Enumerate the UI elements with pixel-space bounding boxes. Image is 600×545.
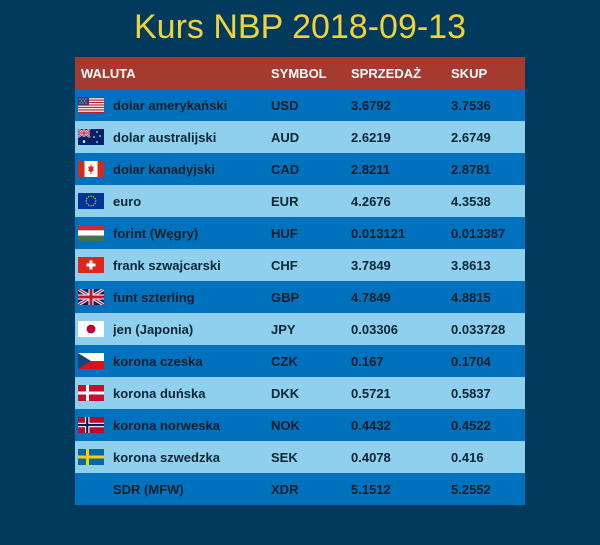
table-row: dolar australijski AUD 2.6219 2.6749 [75, 121, 526, 153]
jp-flag-icon [78, 321, 104, 337]
currency-name: forint (Węgry) [113, 217, 272, 249]
page-title: Kurs NBP 2018-09-13 [133, 8, 466, 46]
buy-rate: 0.4522 [451, 409, 526, 441]
flag-cell [75, 249, 113, 281]
table-row: korona szwedzka SEK 0.4078 0.416 [75, 441, 526, 473]
se-flag-icon [78, 449, 104, 465]
no-flag-icon [78, 417, 104, 433]
sell-rate: 3.6792 [351, 89, 452, 121]
currency-symbol: CAD [271, 153, 352, 185]
ch-flag-icon [78, 257, 104, 273]
currency-name: dolar kanadyjski [113, 153, 272, 185]
sell-rate: 0.5721 [351, 377, 452, 409]
flag-cell [75, 473, 113, 505]
flag-cell [75, 377, 113, 409]
cz-flag-icon [78, 353, 104, 369]
sell-rate: 0.167 [351, 345, 452, 377]
header-symbol: SYMBOL [271, 57, 352, 89]
table-row: frank szwajcarski CHF 3.7849 3.8613 [75, 249, 526, 281]
sell-rate: 0.03306 [351, 313, 452, 345]
flag-cell [75, 313, 113, 345]
flag-cell [75, 153, 113, 185]
us-flag-icon [78, 97, 104, 113]
buy-rate: 0.1704 [451, 345, 526, 377]
header-buy: SKUP [451, 57, 526, 89]
sell-rate: 2.8211 [351, 153, 452, 185]
flag-cell [75, 441, 113, 473]
table-header-row: WALUTA SYMBOL SPRZEDAŻ SKUP [75, 57, 526, 89]
sell-rate: 0.4432 [351, 409, 452, 441]
exchange-rate-table: WALUTA SYMBOL SPRZEDAŻ SKUP dolar ameryk… [75, 57, 526, 505]
currency-symbol: DKK [271, 377, 352, 409]
flag-cell [75, 345, 113, 377]
sell-rate: 5.1512 [351, 473, 452, 505]
header-currency: WALUTA [75, 57, 272, 89]
currency-name: euro [113, 185, 272, 217]
table-row: jen (Japonia) JPY 0.03306 0.033728 [75, 313, 526, 345]
currency-symbol: SEK [271, 441, 352, 473]
buy-rate: 0.013387 [451, 217, 526, 249]
currency-symbol: EUR [271, 185, 352, 217]
buy-rate: 4.8815 [451, 281, 526, 313]
table-row: euro EUR 4.2676 4.3538 [75, 185, 526, 217]
sell-rate: 2.6219 [351, 121, 452, 153]
table-row: forint (Węgry) HUF 0.013121 0.013387 [75, 217, 526, 249]
hu-flag-icon [78, 225, 104, 241]
gb-flag-icon [78, 289, 104, 305]
au-flag-icon [78, 129, 104, 145]
currency-symbol: GBP [271, 281, 352, 313]
buy-rate: 4.3538 [451, 185, 526, 217]
buy-rate: 0.033728 [451, 313, 526, 345]
currency-name: jen (Japonia) [113, 313, 272, 345]
currency-symbol: CZK [271, 345, 352, 377]
buy-rate: 5.2552 [451, 473, 526, 505]
buy-rate: 2.6749 [451, 121, 526, 153]
table-row: SDR (MFW) XDR 5.1512 5.2552 [75, 473, 526, 505]
currency-symbol: CHF [271, 249, 352, 281]
ca-flag-icon [78, 161, 104, 177]
currency-symbol: XDR [271, 473, 352, 505]
currency-symbol: HUF [271, 217, 352, 249]
sell-rate: 0.4078 [351, 441, 452, 473]
flag-cell [75, 281, 113, 313]
flag-cell [75, 409, 113, 441]
currency-name: frank szwajcarski [113, 249, 272, 281]
flag-cell [75, 121, 113, 153]
eu-flag-icon [78, 193, 104, 209]
table-row: korona czeska CZK 0.167 0.1704 [75, 345, 526, 377]
flag-cell [75, 89, 113, 121]
buy-rate: 3.8613 [451, 249, 526, 281]
buy-rate: 3.7536 [451, 89, 526, 121]
table-row: funt szterling GBP 4.7849 4.8815 [75, 281, 526, 313]
sell-rate: 3.7849 [351, 249, 452, 281]
currency-name: dolar australijski [113, 121, 272, 153]
currency-symbol: USD [271, 89, 352, 121]
currency-name: dolar amerykański [113, 89, 272, 121]
buy-rate: 0.5837 [451, 377, 526, 409]
currency-symbol: NOK [271, 409, 352, 441]
sell-rate: 4.7849 [351, 281, 452, 313]
currency-name: funt szterling [113, 281, 272, 313]
currency-name: korona duńska [113, 377, 272, 409]
dk-flag-icon [78, 385, 104, 401]
currency-name: korona norweska [113, 409, 272, 441]
currency-name: SDR (MFW) [113, 473, 272, 505]
currency-name: korona czeska [113, 345, 272, 377]
table-row: dolar kanadyjski CAD 2.8211 2.8781 [75, 153, 526, 185]
buy-rate: 2.8781 [451, 153, 526, 185]
sell-rate: 4.2676 [351, 185, 452, 217]
sell-rate: 0.013121 [351, 217, 452, 249]
buy-rate: 0.416 [451, 441, 526, 473]
header-sell: SPRZEDAŻ [351, 57, 452, 89]
currency-name: korona szwedzka [113, 441, 272, 473]
table-row: dolar amerykański USD 3.6792 3.7536 [75, 89, 526, 121]
currency-symbol: AUD [271, 121, 352, 153]
table-row: korona duńska DKK 0.5721 0.5837 [75, 377, 526, 409]
flag-cell [75, 185, 113, 217]
flag-cell [75, 217, 113, 249]
currency-symbol: JPY [271, 313, 352, 345]
table-row: korona norweska NOK 0.4432 0.4522 [75, 409, 526, 441]
